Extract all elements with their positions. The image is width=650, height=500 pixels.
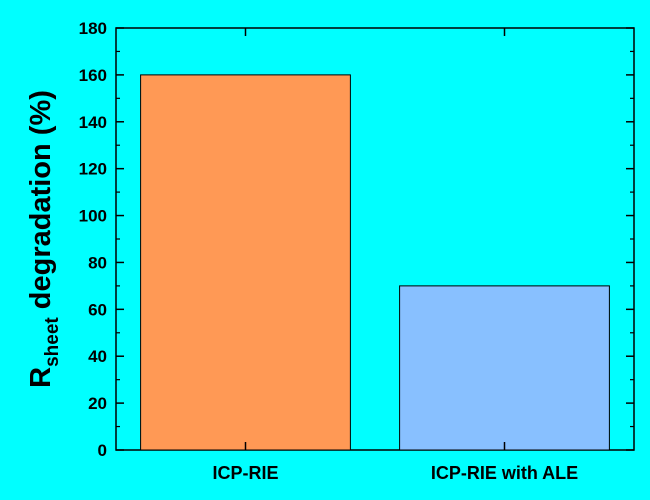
y-tick-label: 160 [79, 66, 107, 85]
bar-icp-rie [140, 74, 351, 451]
y-tick-label: 120 [79, 160, 107, 179]
y-tick-label: 60 [88, 300, 107, 319]
x-tick-label: ICP-RIE with ALE [431, 463, 578, 483]
bar-icp-rie-with-ale [399, 285, 610, 451]
x-tick-label: ICP-RIE [212, 463, 278, 483]
y-axis-title-rest: degradation (%) [25, 90, 57, 317]
y-tick-label: 40 [88, 347, 107, 366]
y-axis-title-subscript: sheet [42, 317, 63, 367]
y-tick-label: 0 [98, 441, 107, 460]
y-tick-label: 140 [79, 113, 107, 132]
y-tick-label: 20 [88, 394, 107, 413]
y-axis-title-main: R [25, 367, 57, 388]
y-tick-label: 180 [79, 19, 107, 38]
y-axis-title: Rsheet degradation (%) [25, 90, 63, 388]
y-tick-label: 100 [79, 207, 107, 226]
y-tick-label: 80 [88, 253, 107, 272]
